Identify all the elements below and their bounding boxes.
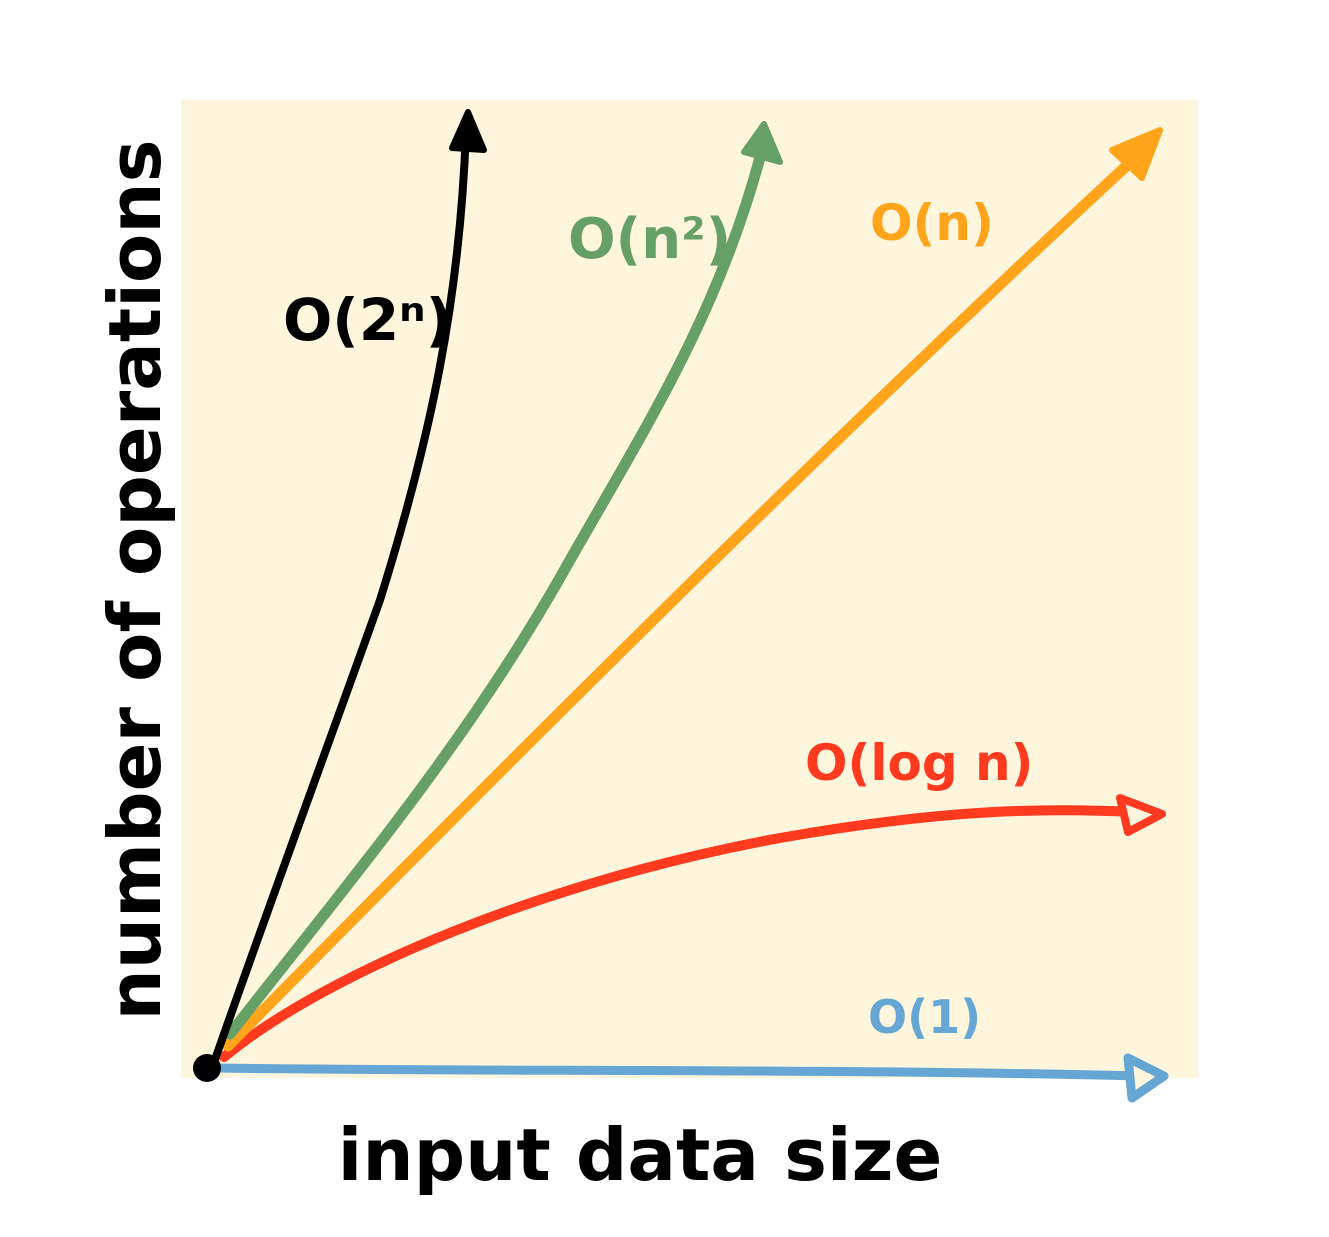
arrowhead-o-n2-icon xyxy=(741,121,783,165)
label-o-log-n: O(log n) xyxy=(805,734,1034,792)
origin-dot xyxy=(193,1054,221,1082)
curve-o-n2 xyxy=(224,144,768,1040)
arrowhead-o-1-icon xyxy=(1123,1053,1169,1103)
label-o-1: O(1) xyxy=(868,990,981,1044)
label-o-n2: O(n²) xyxy=(568,207,731,272)
label-o-n: O(n) xyxy=(870,194,994,252)
arrowhead-o-2n-icon xyxy=(449,109,487,153)
curve-o-2n xyxy=(206,126,470,1078)
curve-o-1 xyxy=(210,1063,1145,1081)
y-axis-label: number of operations xyxy=(93,140,177,1021)
curve-o-n xyxy=(222,152,1141,1052)
arrowhead-o-n-icon xyxy=(1109,127,1163,181)
curve-o-log-n xyxy=(219,805,1140,1062)
arrowhead-o-log-n-icon xyxy=(1116,794,1166,836)
x-axis-label: input data size xyxy=(338,1113,943,1197)
label-o-2n: O(2ⁿ) xyxy=(283,286,452,354)
